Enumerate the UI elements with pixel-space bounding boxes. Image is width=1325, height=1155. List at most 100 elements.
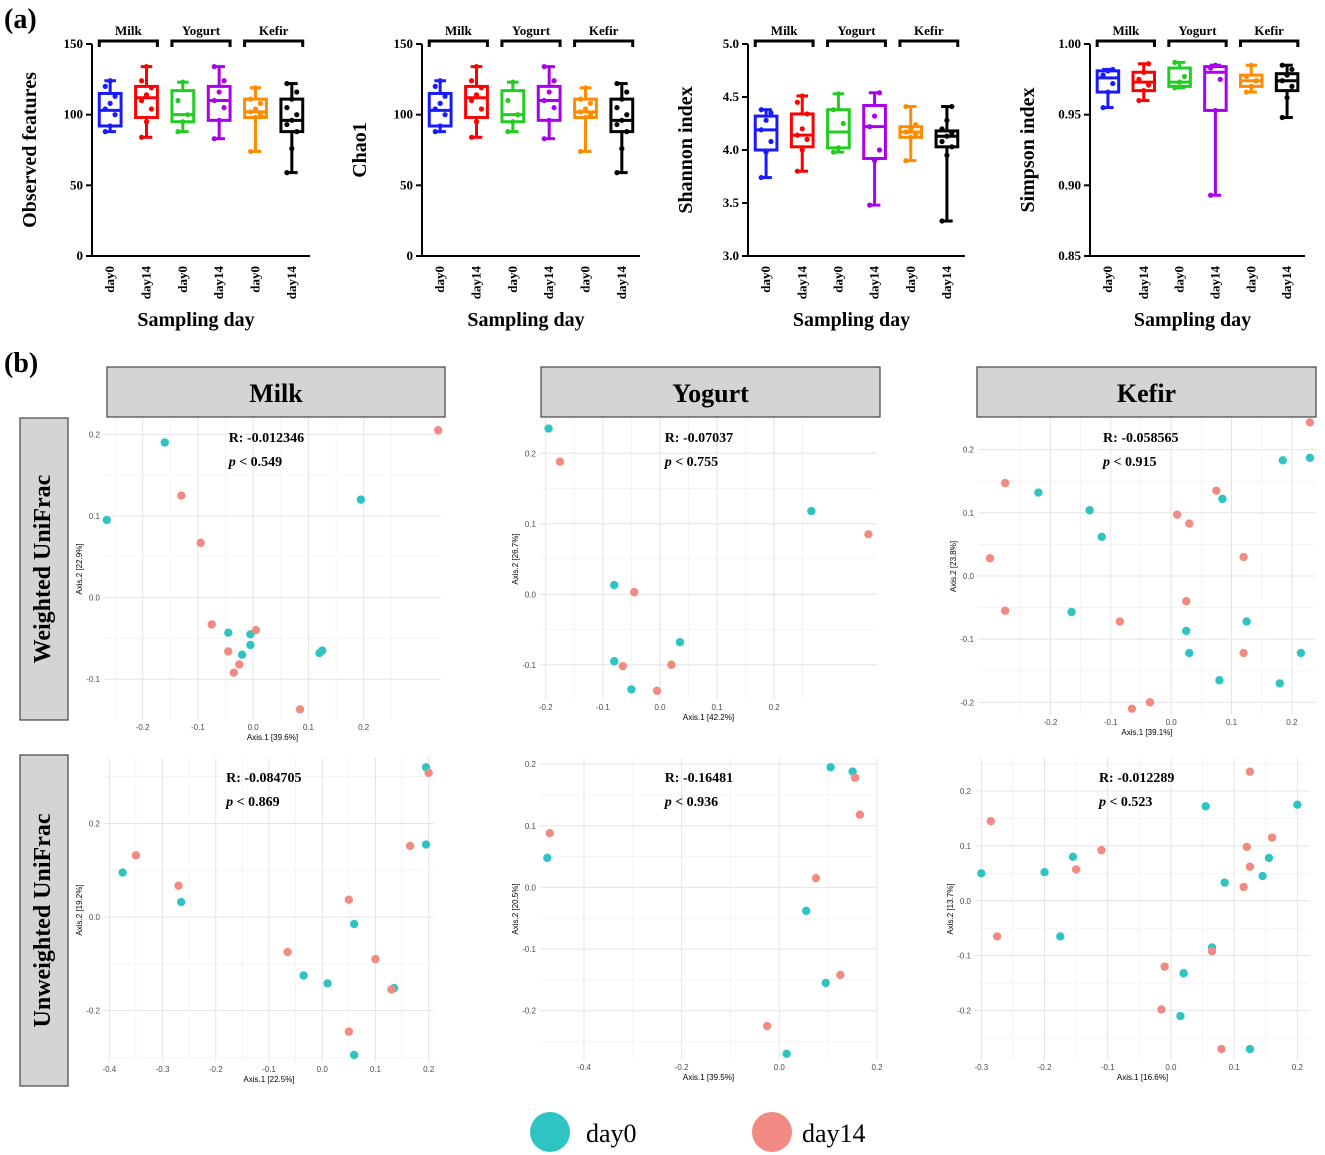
x-tick-label: -0.3: [974, 1063, 988, 1072]
y-tick-label: 0.1: [963, 509, 975, 518]
x-tick-label: -0.1: [1101, 1063, 1115, 1072]
point-day14: [992, 932, 1002, 941]
point-day0: [782, 1049, 791, 1059]
point-day0: [801, 906, 811, 916]
point-day0: [1264, 853, 1274, 863]
box-point: [840, 120, 846, 127]
point-day0: [1056, 932, 1065, 941]
box-day0: [573, 85, 598, 155]
point-day14: [1212, 486, 1221, 495]
box-day0: [427, 78, 453, 135]
box-day14: [609, 80, 635, 176]
box-point: [1279, 78, 1285, 84]
x-axis-title: Sampling day: [1134, 309, 1251, 331]
point-day0: [323, 979, 332, 988]
y-tick-label: 0.0: [960, 897, 972, 906]
y-axis-title: Simpson index: [1017, 87, 1039, 212]
box-point: [1253, 78, 1259, 84]
box-point: [284, 121, 290, 128]
box-point: [939, 126, 945, 132]
box-iqr: [170, 89, 196, 124]
box-point: [1176, 79, 1183, 85]
box-point: [257, 112, 264, 118]
x-tick-label: -0.2: [1038, 1063, 1052, 1072]
y-axis-title: Shannon index: [675, 86, 697, 213]
box-point: [768, 138, 774, 145]
box-point: [252, 85, 259, 91]
point-day0: [349, 1050, 359, 1060]
y-tick-label: 0.2: [960, 787, 972, 796]
point-day0: [1182, 626, 1191, 636]
point-day14: [986, 816, 996, 826]
box-iqr: [134, 84, 159, 119]
panel-b-label: (b): [4, 348, 38, 379]
x-tick-label: -0.3: [156, 1065, 170, 1074]
x-tick-label: 0.0: [1166, 718, 1178, 727]
box-day14: [789, 93, 815, 174]
point-day14: [424, 768, 433, 778]
point-day0: [610, 580, 619, 590]
y-tick-label: 0.2: [89, 430, 101, 439]
box-point: [138, 134, 145, 140]
y-tick-label: 0.2: [89, 819, 101, 828]
box-iqr: [464, 84, 489, 119]
x-axis-title: Axis.1 [42.2%]: [683, 713, 734, 722]
box-point: [1289, 83, 1295, 89]
x-tick-label: -0.1: [262, 1065, 276, 1074]
point-day14: [1239, 552, 1248, 562]
point-day0: [102, 515, 111, 525]
group-label: Milk: [115, 23, 142, 38]
box-point: [614, 121, 620, 128]
y-tick-label: 0.2: [963, 446, 975, 455]
box-point: [478, 106, 485, 112]
point-day14: [344, 1027, 354, 1036]
y-tick-label: 50: [400, 177, 413, 192]
box-day0: [1239, 62, 1264, 95]
group-bracket: [1095, 39, 1156, 47]
x-tick-label: 0.2: [358, 723, 370, 732]
box-iqr: [500, 89, 526, 124]
box-point: [1172, 85, 1178, 91]
row-strip: [19, 417, 69, 721]
x-axis-title: Axis.1 [39.1%]: [1121, 728, 1172, 737]
box-point: [546, 89, 552, 95]
pcoa-kefir-unweighted: -0.3 -0.2 -0.1 0.0 0.1 0.2 -0.2 -0.1 0.0 0.1 0.2 Ax…: [946, 758, 1310, 1082]
row-label: Unweighted UniFrac: [30, 813, 56, 1027]
point-day0: [318, 646, 327, 655]
y-tick-label: 0.0: [963, 572, 975, 581]
box-point: [247, 109, 254, 115]
box-point: [763, 117, 769, 123]
x-tick-label: 0.0: [654, 703, 666, 712]
box-point: [1110, 66, 1116, 73]
x-axis-title: Sampling day: [467, 309, 584, 331]
group-label: Kefir: [1254, 23, 1284, 38]
x-tick-label: day14: [1207, 266, 1222, 300]
box-day0: [97, 78, 123, 135]
point-day14: [762, 1021, 772, 1031]
box-point: [515, 112, 521, 118]
point-day14: [1207, 947, 1217, 956]
x-tick-label: 0.0: [248, 723, 260, 732]
x-tick-label: -0.4: [102, 1065, 116, 1074]
point-day0: [1278, 456, 1288, 465]
point-day14: [1172, 510, 1182, 519]
x-tick-label: 0.2: [1292, 1063, 1304, 1072]
point-day14: [235, 660, 244, 669]
y-tick-label: 100: [394, 107, 414, 122]
point-day0: [1275, 679, 1284, 688]
box-point: [1207, 65, 1214, 71]
box-point: [1136, 76, 1142, 82]
pcoa-milk-unweighted: -0.4 -0.3 -0.2 -0.1 0.0 0.1 0.2 -0.2 0.0 0.2 Axis.…: [75, 758, 435, 1084]
point-day14: [1185, 519, 1194, 528]
point-day14: [387, 985, 396, 994]
box-day14: [862, 90, 887, 208]
pcoa-panels: -0.2 -0.1 0.0 0.1 0.2 -0.1 0.0 0.1 0.2 Axis.1 [39…: [75, 418, 1316, 1084]
point-day14: [174, 881, 183, 890]
x-axis-title: Axis.1 [22.5%]: [243, 1075, 294, 1084]
point-day14: [1242, 842, 1251, 852]
point-day0: [1218, 494, 1227, 504]
p-value: < 0.523: [1106, 795, 1152, 810]
box-point: [876, 90, 883, 96]
point-day14: [1071, 865, 1081, 874]
box-point: [624, 129, 630, 135]
